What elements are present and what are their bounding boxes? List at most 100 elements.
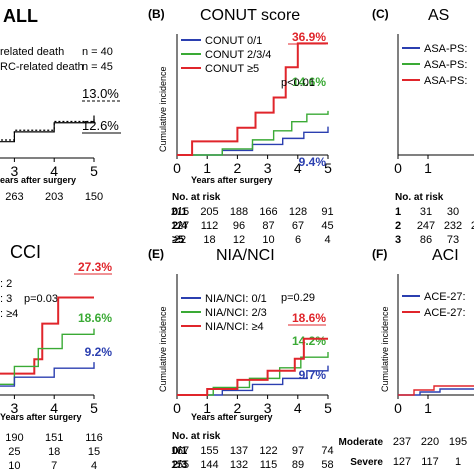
- x-tick-label: 0: [173, 400, 181, 416]
- risk-cell: 127: [171, 220, 189, 232]
- risk-cell: 263: [5, 191, 23, 203]
- risk-cell: 18: [48, 446, 60, 458]
- x-tick-label: 3: [264, 400, 272, 416]
- legend-label: NIA/NCI: 2/3: [205, 307, 267, 319]
- legend-nia-nci: NIA/NCI: 0/1 NIA/NCI: 2/3 NIA/NCI: ≥4: [181, 293, 267, 333]
- risk-cell: 12: [233, 234, 245, 246]
- risk-cell: 237: [393, 436, 411, 448]
- risk-cell: 25: [8, 446, 20, 458]
- legend-cci-frag-1: : 3: [0, 293, 12, 305]
- risk-cell: 195: [449, 436, 467, 448]
- risk-table-ace: Moderate 237 220 195 Severe 127 117 1: [339, 436, 468, 468]
- series-end-label: 14.2%: [292, 334, 326, 348]
- x-tick-label: 4: [50, 400, 58, 416]
- x-tick-label: 2: [234, 160, 242, 176]
- risk-cell: 15: [88, 446, 100, 458]
- risk-cell: 86: [420, 234, 432, 246]
- plot-area-conut: 0 1 2 3 4 59.4% 14.6% 36.9%: [173, 30, 332, 176]
- risk-cell: 144: [200, 459, 218, 471]
- plot-area-nia-nci: 0 1 2 3 4 5 9.7% 14.2% 18.6%: [173, 274, 332, 416]
- risk-row-label: 0/1: [172, 445, 187, 457]
- risk-cell: 127: [393, 456, 411, 468]
- risk-cell: 97: [292, 445, 304, 457]
- legend-label: NIA/NCI: ≥4: [205, 321, 264, 333]
- risk-row-label: 1: [395, 206, 401, 218]
- risk-cell: 203: [45, 191, 63, 203]
- risk-cell: 87: [262, 220, 274, 232]
- risk-cell: 167: [171, 445, 189, 457]
- risk-cell: 96: [233, 220, 245, 232]
- panel-conut-title: CONUT score: [200, 7, 300, 24]
- risk-cell: 112: [201, 220, 219, 232]
- x-tick-label: 1: [424, 400, 432, 416]
- risk-row-label: ≥5: [172, 234, 184, 246]
- panel-conut-label: (B): [148, 7, 165, 21]
- series-end-label: 27.3%: [78, 260, 112, 274]
- series-end-label: 36.9%: [292, 30, 326, 44]
- panel-nia-title: NIA/NCI: [216, 247, 275, 264]
- panel-all: ALL related death n = 40 RC-related deat…: [0, 6, 121, 203]
- risk-cell: 150: [85, 191, 103, 203]
- risk-cell: 74: [321, 445, 333, 457]
- x-tick-label: 5: [324, 400, 332, 416]
- risk-row-label: Moderate: [339, 437, 384, 448]
- x-tick-label: 1: [203, 400, 211, 416]
- risk-cell: 10: [8, 460, 20, 472]
- pvalue-nia: p=0.29: [281, 292, 315, 304]
- x-tick-label: 4: [294, 400, 302, 416]
- risk-cell: 155: [171, 459, 189, 471]
- risk-cell: 6: [295, 234, 301, 246]
- panel-asa-title: AS: [428, 7, 449, 24]
- risk-heading: No. at risk: [172, 192, 221, 203]
- risk-cell: 232: [444, 220, 462, 232]
- risk-cell: 1: [455, 456, 461, 468]
- x-tick-label: 0: [394, 400, 402, 416]
- series-end-label: 14.6%: [292, 75, 326, 89]
- panel-nia-label: (E): [148, 247, 164, 261]
- series-line: [177, 337, 328, 396]
- all-annot-solid: 12.6%: [82, 118, 119, 133]
- risk-row-label: Severe: [350, 457, 383, 468]
- risk-cell: 31: [420, 206, 432, 218]
- panel-asa-label: (C): [372, 7, 389, 21]
- risk-cell: 205: [200, 206, 218, 218]
- series-line: [0, 116, 95, 143]
- ylabel-ace: Cumulative incidence: [380, 306, 390, 392]
- legend-label: CONUT ≥5: [205, 63, 259, 75]
- series-line: [177, 365, 329, 396]
- risk-row-label: 0/1: [172, 206, 187, 218]
- risk-cell: 166: [259, 206, 277, 218]
- x-tick-label: 5: [90, 163, 98, 179]
- risk-cell: 155: [200, 445, 218, 457]
- series-line: [398, 388, 474, 396]
- series-end-label: 9.2%: [85, 345, 113, 359]
- legend-label: ACE-27:: [424, 307, 466, 319]
- series-line: [0, 362, 95, 387]
- legend-cci-frag-2: : ≥4: [0, 308, 18, 320]
- legend-cci-frag-0: : 2: [0, 278, 12, 290]
- x-tick-label: 3: [264, 160, 272, 176]
- risk-cell: 30: [447, 206, 459, 218]
- series-end-label: 18.6%: [78, 311, 112, 325]
- risk-cell: 213: [471, 220, 474, 232]
- risk-heading: No. at risk: [395, 192, 444, 203]
- legend-asa: ASA-PS: ASA-PS: ASA-PS:: [402, 43, 467, 87]
- risk-row-label: 2/4: [172, 220, 188, 232]
- ylabel-nia: Cumulative incidence: [158, 306, 168, 392]
- pvalue-conut: p<0.01: [281, 77, 315, 89]
- risk-cell: 151: [45, 432, 63, 444]
- risk-cell: 220: [421, 436, 439, 448]
- legend-label: ASA-PS:: [424, 59, 467, 71]
- xlabel-nia: Years after surgery: [191, 412, 273, 422]
- legend-all-rc-related-death-n: n = 45: [82, 61, 113, 73]
- risk-cell: 4: [91, 460, 97, 472]
- risk-row-label: 2/3: [172, 459, 187, 471]
- risk-cell: 91: [321, 206, 333, 218]
- risk-heading: No. at risk: [172, 431, 221, 442]
- risk-cell: 10: [262, 234, 274, 246]
- xlabel-conut: Years after surgery: [191, 175, 273, 185]
